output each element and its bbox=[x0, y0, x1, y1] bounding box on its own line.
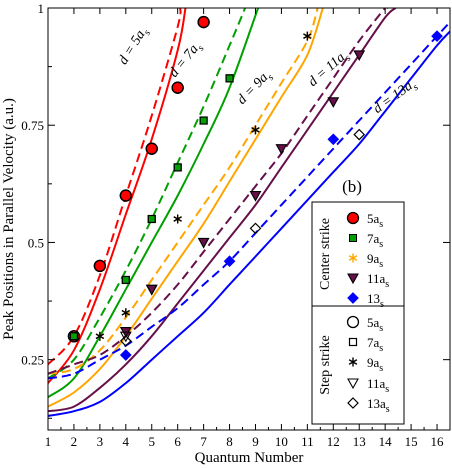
legend-step-13as-label: 13as bbox=[367, 396, 390, 415]
x-tick-label-8: 8 bbox=[226, 434, 233, 449]
legend-step-9as-label: 9as bbox=[367, 355, 383, 374]
legend-center-7as-marker bbox=[349, 234, 357, 242]
step-9as-point-0 bbox=[95, 331, 105, 341]
center-13s-point-2 bbox=[327, 133, 340, 146]
y-tick-label-1: 1 bbox=[38, 1, 45, 16]
curve-d-d-5as-solid bbox=[48, 8, 187, 384]
x-tick-label-5: 5 bbox=[148, 434, 155, 449]
step-13as-point-0 bbox=[119, 335, 132, 347]
step-9as-point-4 bbox=[303, 31, 312, 41]
step-13as-point-1 bbox=[249, 222, 262, 235]
curve-d-d-7as-dashed bbox=[48, 8, 247, 380]
step-9as-point-3 bbox=[251, 125, 260, 135]
x-tick-label-6: 6 bbox=[174, 434, 181, 449]
step-7as-point-5 bbox=[225, 74, 234, 83]
step-5as-point-2 bbox=[119, 189, 132, 202]
x-tick-label-7: 7 bbox=[200, 434, 207, 449]
legend-step-11as-marker bbox=[347, 378, 359, 390]
curve-d-d-13as-solid bbox=[48, 30, 450, 417]
step-13as-point-2 bbox=[353, 128, 366, 141]
curve-d-d-9as-dashed bbox=[48, 8, 319, 375]
legend-step-5as-marker bbox=[346, 315, 360, 329]
center-11as-point-5 bbox=[327, 97, 340, 108]
legend-step-13as-marker bbox=[347, 397, 359, 409]
center-11as-point-4 bbox=[275, 144, 288, 155]
legend-step-11as-label: 11as bbox=[367, 376, 389, 395]
curve-d-d-11as-dashed bbox=[48, 8, 389, 375]
curve-d-d-11as-solid bbox=[48, 8, 397, 413]
y-tick-label-0-5: 0.5 bbox=[28, 235, 44, 250]
x-tick-label-10: 10 bbox=[275, 434, 288, 449]
legend-box bbox=[311, 201, 405, 425]
x-tick-label-14: 14 bbox=[379, 434, 393, 449]
center-13s-point-1 bbox=[223, 255, 236, 268]
step-7as-point-0 bbox=[69, 332, 79, 341]
legend-center-9as-marker bbox=[348, 253, 358, 263]
center-13s-point-3 bbox=[431, 30, 443, 42]
data-markers bbox=[67, 15, 443, 361]
legend-center-11as-label: 11as bbox=[367, 271, 389, 290]
x-tick-label-3: 3 bbox=[97, 434, 104, 449]
legend-step-9as-marker bbox=[348, 357, 358, 367]
step-5as-point-3 bbox=[145, 142, 158, 155]
legend-center-5as-marker bbox=[346, 211, 360, 225]
center-11as-point-6 bbox=[353, 50, 366, 62]
legend-center-9as-label: 9as bbox=[367, 251, 383, 270]
step-5as-point-1 bbox=[93, 259, 107, 273]
step-9as-point-1 bbox=[121, 308, 131, 318]
step-7as-point-1 bbox=[121, 275, 130, 285]
step-7as-point-4 bbox=[199, 116, 208, 125]
x-tick-label-1: 1 bbox=[45, 434, 52, 449]
step-7as-point-2 bbox=[147, 214, 156, 224]
step-7as-point-3 bbox=[173, 163, 182, 172]
center-7as-point-4 bbox=[199, 116, 208, 125]
step-11as-point-0 bbox=[119, 331, 132, 343]
curve-d-d-7as-solid bbox=[48, 8, 260, 399]
x-tick-label-9: 9 bbox=[252, 434, 259, 449]
y-tick-label-0-75: 0.75 bbox=[21, 118, 44, 133]
x-tick-label-15: 15 bbox=[405, 434, 418, 449]
x-tick-label-2: 2 bbox=[71, 434, 78, 449]
x-tick-label-16: 16 bbox=[431, 434, 445, 449]
center-7as-point-0 bbox=[69, 332, 78, 341]
legend-step-7as-label: 7as bbox=[367, 335, 383, 354]
y-tick-label-0-25: 0.25 bbox=[21, 353, 44, 368]
legend-center-5as-label: 5as bbox=[367, 211, 383, 230]
curve-d-d-9as-solid bbox=[48, 8, 324, 408]
center-7as-point-2 bbox=[147, 215, 156, 223]
legend-step-5as-label: 5as bbox=[367, 315, 383, 334]
x-axis-label: Quantum Number bbox=[195, 450, 304, 466]
legend-center-11as-marker bbox=[347, 273, 359, 285]
axis-ticks: 1 2 3 4 5 6 7 8 9 10 11 12 13 14 15 160.250.50.751 bbox=[21, 1, 451, 449]
center-13s-point-0 bbox=[119, 349, 132, 361]
plot-frame bbox=[47, 7, 451, 431]
center-11as-point-3 bbox=[249, 191, 262, 202]
step-9as-point-2 bbox=[173, 214, 182, 224]
center-11as-point-2 bbox=[197, 237, 210, 249]
legend-center-7as-label: 7as bbox=[367, 231, 383, 250]
center-7as-point-5 bbox=[225, 74, 234, 83]
x-tick-label-13: 13 bbox=[353, 434, 366, 449]
step-5as-point-4 bbox=[171, 81, 184, 94]
legend-group-center-strike: Center strike bbox=[318, 218, 333, 290]
step-5as-point-5 bbox=[197, 15, 210, 29]
y-axis-label: Peak Positions in Parallel Velocity (a.u… bbox=[1, 98, 17, 340]
center-7as-point-1 bbox=[121, 275, 130, 284]
legend-group-step-strike: Step strike bbox=[318, 335, 333, 395]
legend-center-13s-marker bbox=[347, 292, 359, 304]
center-7as-point-3 bbox=[173, 163, 182, 172]
x-tick-label-11: 11 bbox=[301, 434, 314, 449]
legend-step-7as-marker bbox=[348, 337, 358, 347]
step-5as-point-0 bbox=[67, 330, 81, 343]
x-tick-label-12: 12 bbox=[327, 434, 340, 449]
panel-label: (b) bbox=[342, 177, 362, 196]
legend-center-13s-label: 13s bbox=[367, 291, 384, 310]
step-11as-point-1 bbox=[145, 284, 158, 296]
x-tick-label-4: 4 bbox=[123, 434, 130, 449]
